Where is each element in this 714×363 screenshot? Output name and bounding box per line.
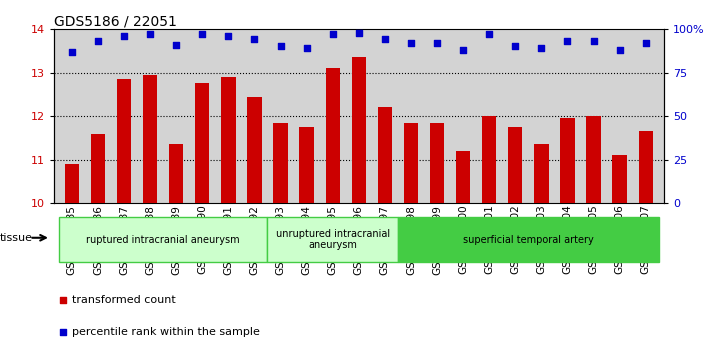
- Point: [301, 45, 312, 51]
- Text: GDS5186 / 22051: GDS5186 / 22051: [54, 15, 176, 29]
- Bar: [117, 79, 131, 203]
- Bar: [482, 116, 496, 203]
- Point: [119, 33, 130, 39]
- Point: [353, 30, 365, 36]
- Bar: [586, 116, 600, 203]
- Bar: [299, 127, 313, 203]
- Point: [458, 47, 469, 53]
- Point: [640, 40, 651, 46]
- Point: [196, 31, 208, 37]
- Bar: [143, 75, 157, 203]
- FancyBboxPatch shape: [398, 217, 659, 262]
- Bar: [560, 118, 575, 203]
- Bar: [534, 144, 548, 203]
- Bar: [404, 123, 418, 203]
- Text: unruptured intracranial
aneurysm: unruptured intracranial aneurysm: [276, 229, 390, 250]
- Point: [92, 38, 104, 44]
- Point: [483, 31, 495, 37]
- Bar: [247, 97, 261, 203]
- Bar: [508, 127, 523, 203]
- Text: percentile rank within the sample: percentile rank within the sample: [72, 327, 260, 337]
- Text: transformed count: transformed count: [72, 295, 176, 305]
- Bar: [326, 68, 340, 203]
- Bar: [169, 144, 183, 203]
- Point: [275, 44, 286, 49]
- Point: [536, 45, 547, 51]
- Point: [144, 31, 156, 37]
- Point: [57, 297, 69, 303]
- Bar: [65, 164, 79, 203]
- Bar: [221, 77, 236, 203]
- Text: tissue: tissue: [0, 233, 33, 243]
- Text: superficial temporal artery: superficial temporal artery: [463, 234, 594, 245]
- Text: ruptured intracranial aneurysm: ruptured intracranial aneurysm: [86, 234, 240, 245]
- Bar: [638, 131, 653, 203]
- FancyBboxPatch shape: [59, 217, 268, 262]
- Point: [614, 47, 625, 53]
- Point: [562, 38, 573, 44]
- FancyBboxPatch shape: [268, 217, 398, 262]
- Point: [57, 329, 69, 335]
- Point: [510, 44, 521, 49]
- Point: [327, 31, 338, 37]
- Point: [431, 40, 443, 46]
- Bar: [378, 107, 392, 203]
- Bar: [273, 123, 288, 203]
- Point: [171, 42, 182, 48]
- Bar: [351, 57, 366, 203]
- Bar: [430, 123, 444, 203]
- Bar: [91, 134, 105, 203]
- Point: [406, 40, 417, 46]
- Point: [248, 37, 260, 42]
- Point: [379, 37, 391, 42]
- Point: [588, 38, 599, 44]
- Bar: [195, 83, 209, 203]
- Bar: [613, 155, 627, 203]
- Point: [66, 49, 78, 54]
- Bar: [456, 151, 471, 203]
- Point: [223, 33, 234, 39]
